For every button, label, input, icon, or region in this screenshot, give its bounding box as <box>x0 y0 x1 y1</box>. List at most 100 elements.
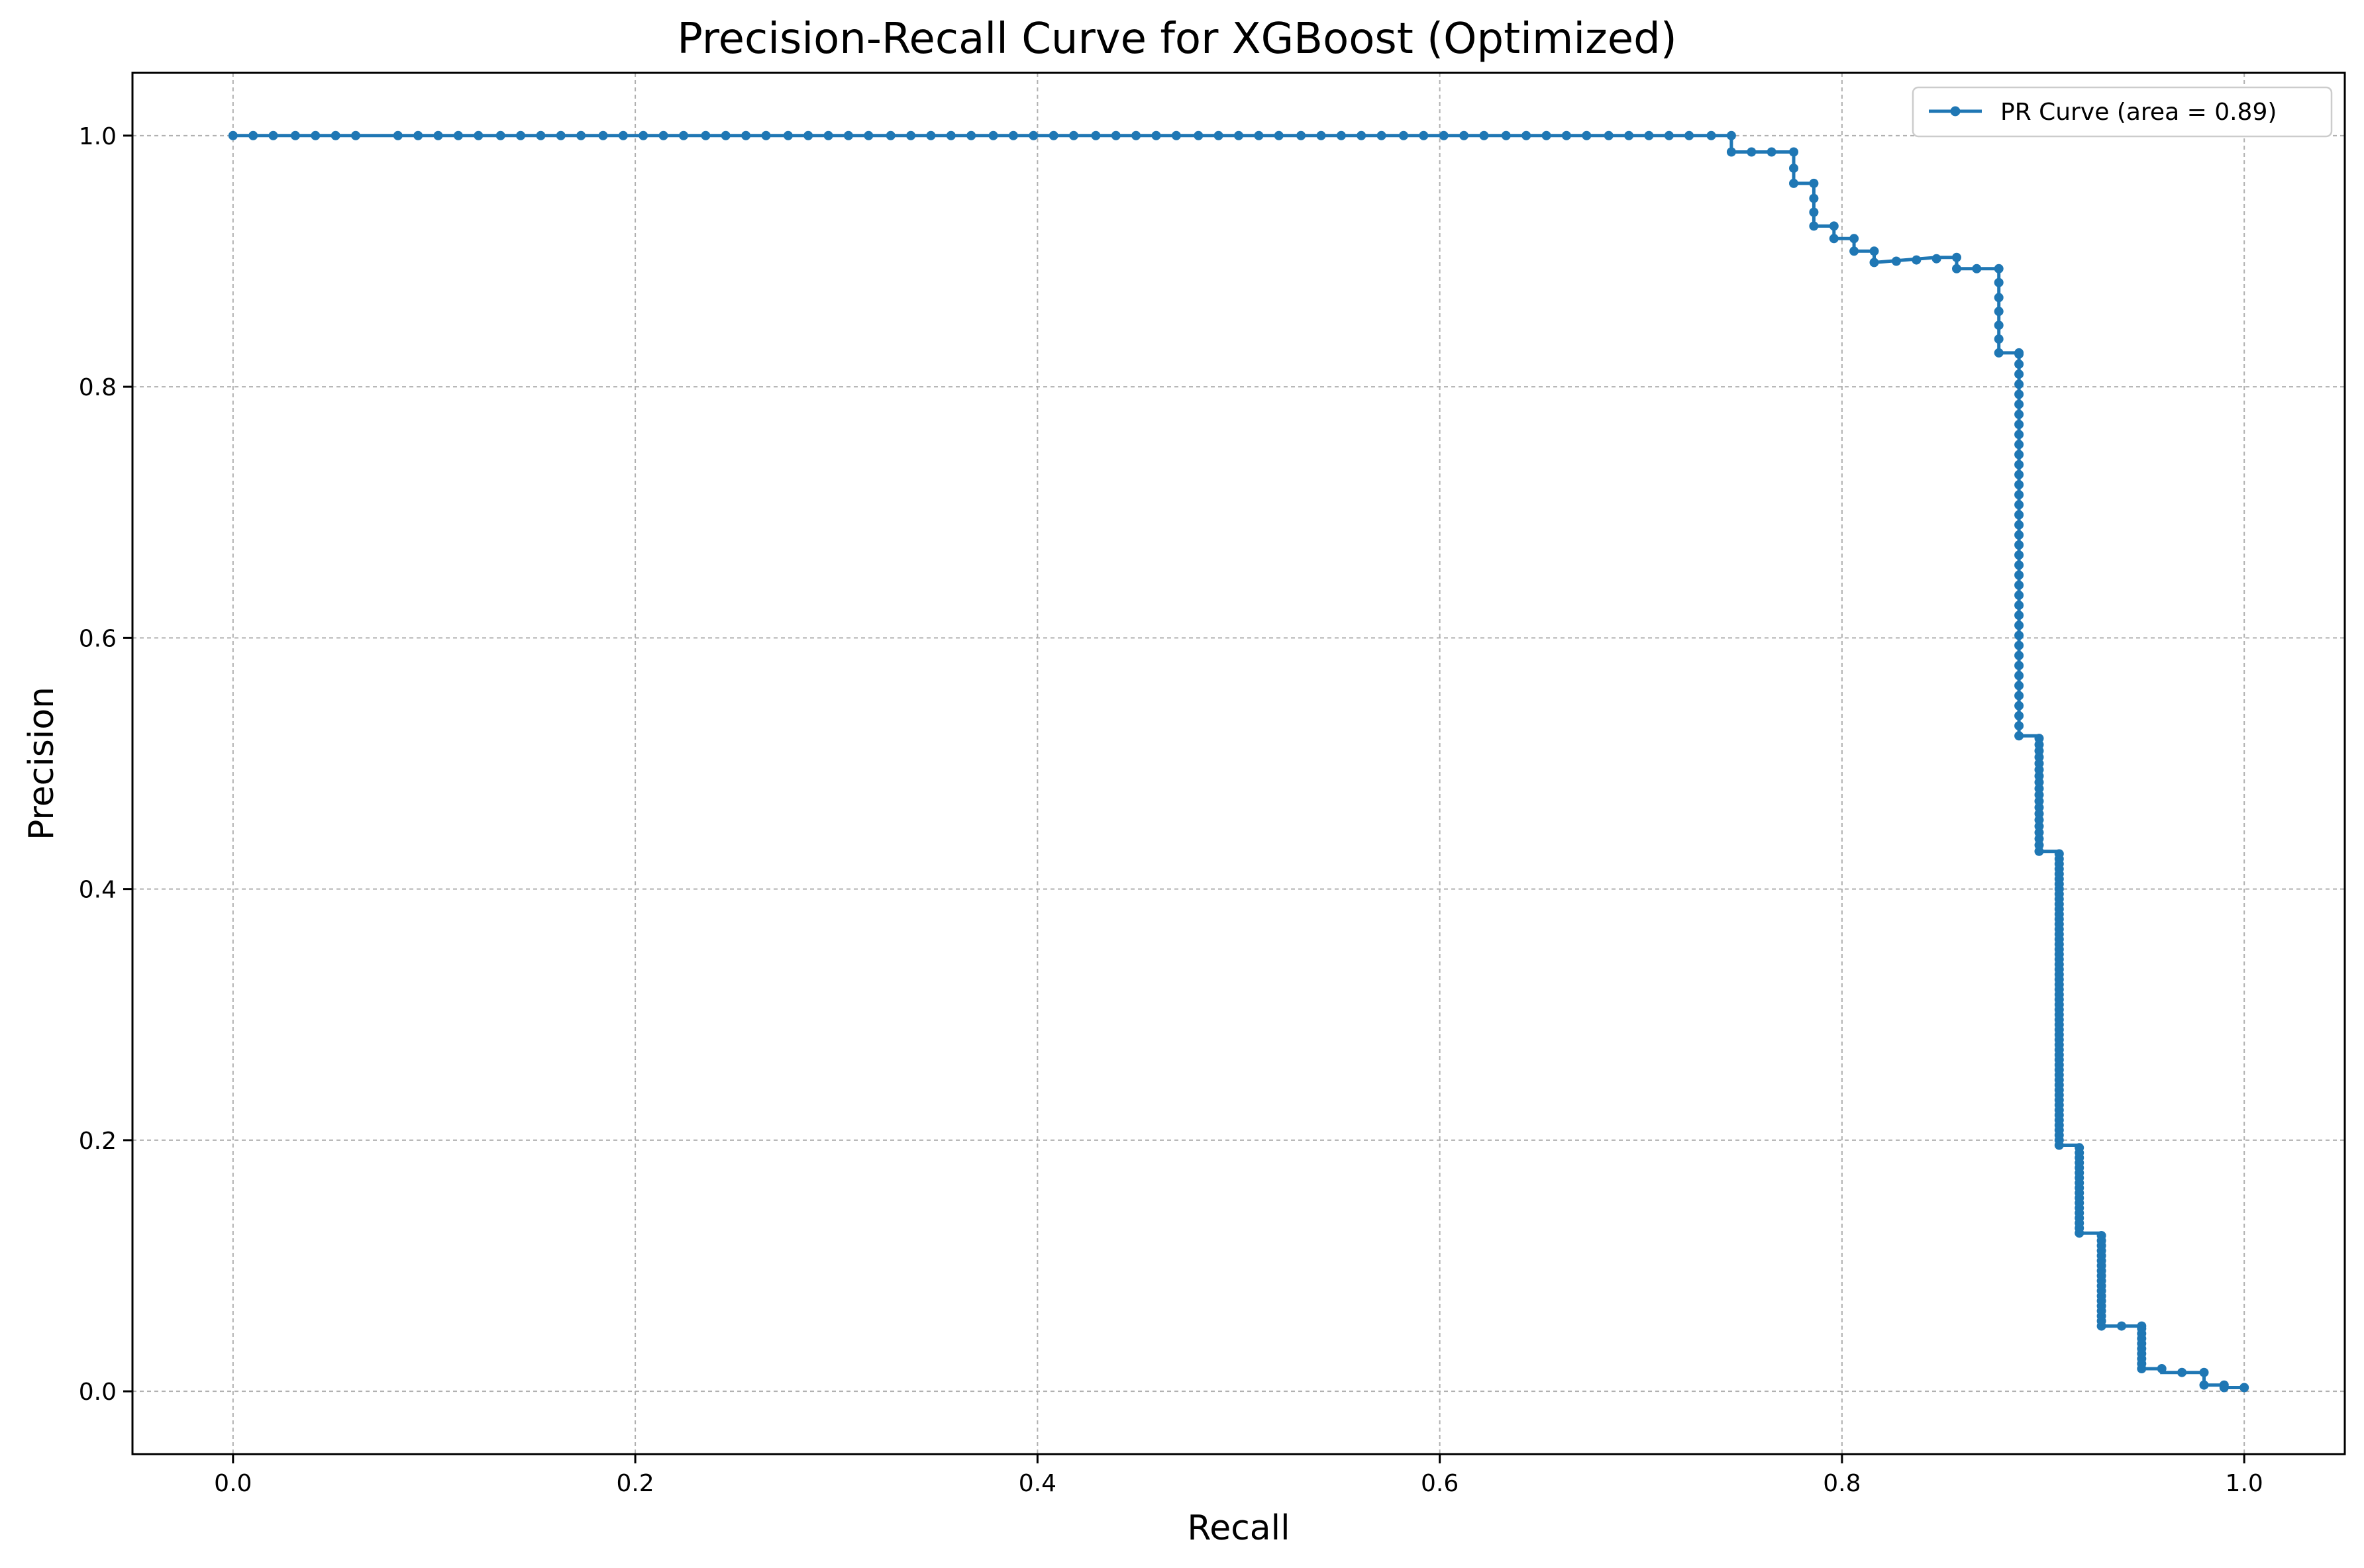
pr-point-83 <box>1829 221 1839 231</box>
pr-point-122 <box>2014 630 2024 640</box>
pr-point-96 <box>1994 277 2004 287</box>
pr-point-68 <box>1644 130 1654 140</box>
pr-point-56 <box>1399 130 1408 140</box>
pr-point-123 <box>2014 620 2024 630</box>
pr-point-114 <box>2014 710 2024 720</box>
pr-point-117 <box>2014 681 2024 691</box>
pr-point-97 <box>1994 293 2004 303</box>
pr-point-35 <box>966 130 976 140</box>
pr-curve-markers <box>228 130 2249 1393</box>
pr-point-265 <box>2096 1231 2106 1240</box>
pr-point-36 <box>988 130 998 140</box>
pr-point-85 <box>1849 234 1859 244</box>
pr-point-82 <box>1809 221 1819 231</box>
pr-point-6 <box>351 130 360 140</box>
pr-point-63 <box>1541 130 1551 140</box>
pr-point-59 <box>1459 130 1469 140</box>
pr-point-133 <box>2014 520 2024 530</box>
pr-point-139 <box>2014 460 2024 469</box>
pr-point-39 <box>1049 130 1058 140</box>
pr-point-94 <box>1972 264 1982 273</box>
pr-point-41 <box>1091 130 1101 140</box>
pr-point-21 <box>679 130 688 140</box>
pr-point-65 <box>1582 130 1592 140</box>
pr-point-69 <box>1664 130 1674 140</box>
pr-point-71 <box>1706 130 1716 140</box>
axis-ticks: 0.0 0.2 0.4 0.6 0.8 1.0 0.0 0.2 0.4 0.6 0.8 1.0 <box>79 123 2263 1497</box>
pr-point-84 <box>1829 234 1839 244</box>
pr-point-45 <box>1171 130 1181 140</box>
pr-point-38 <box>1029 130 1039 140</box>
pr-point-44 <box>1151 130 1161 140</box>
legend-label: PR Curve (area = 0.89) <box>2000 99 2277 126</box>
pr-point-33 <box>926 130 936 140</box>
pr-point-34 <box>946 130 956 140</box>
pr-point-58 <box>1439 130 1449 140</box>
y-tick-label-5: 1.0 <box>79 123 117 150</box>
pr-point-51 <box>1296 130 1306 140</box>
pr-point-142 <box>2014 430 2024 440</box>
pr-point-50 <box>1274 130 1284 140</box>
pr-point-7 <box>393 130 403 140</box>
pr-point-144 <box>2014 409 2024 419</box>
legend: PR Curve (area = 0.89) <box>1912 86 2333 138</box>
pr-point-228 <box>2054 849 2064 859</box>
pr-point-0 <box>228 130 238 140</box>
pr-point-111 <box>2239 1383 2249 1393</box>
pr-point-8 <box>413 130 423 140</box>
pr-point-16 <box>576 130 586 140</box>
pr-point-29 <box>843 130 853 140</box>
pr-point-115 <box>2014 701 2024 710</box>
pr-point-19 <box>639 130 648 140</box>
pr-point-130 <box>2014 550 2024 560</box>
pr-point-37 <box>1008 130 1018 140</box>
pr-point-150 <box>2014 349 2024 359</box>
pr-point-42 <box>1111 130 1121 140</box>
pr-point-43 <box>1131 130 1141 140</box>
pr-point-10 <box>453 130 463 140</box>
pr-point-28 <box>823 130 833 140</box>
pr-point-60 <box>1479 130 1489 140</box>
y-tick-label-0: 0.0 <box>79 1379 117 1406</box>
pr-point-12 <box>495 130 505 140</box>
pr-point-79 <box>1809 178 1819 188</box>
pr-point-9 <box>433 130 443 140</box>
pr-point-54 <box>1357 130 1366 140</box>
pr-point-72 <box>1726 130 1736 140</box>
pr-point-146 <box>2014 389 2024 399</box>
pr-point-147 <box>2014 379 2024 389</box>
pr-point-23 <box>721 130 731 140</box>
pr-point-148 <box>2014 369 2024 379</box>
pr-point-95 <box>1994 264 2004 273</box>
pr-point-75 <box>1767 147 1776 157</box>
pr-point-119 <box>2014 661 2024 671</box>
pr-point-113 <box>2014 721 2024 731</box>
pr-point-107 <box>2199 1367 2209 1377</box>
x-tick-label-3: 0.6 <box>1421 1470 1459 1497</box>
pr-point-274 <box>2137 1324 2147 1334</box>
pr-point-14 <box>536 130 546 140</box>
pr-point-99 <box>1994 320 2004 330</box>
pr-point-76 <box>1789 147 1798 157</box>
pr-point-1 <box>248 130 258 140</box>
pr-point-87 <box>1869 246 1879 256</box>
pr-point-62 <box>1521 130 1531 140</box>
pr-point-31 <box>886 130 896 140</box>
pr-point-116 <box>2014 691 2024 701</box>
pr-point-13 <box>516 130 525 140</box>
pr-point-129 <box>2014 560 2024 570</box>
pr-point-90 <box>1912 255 1922 265</box>
legend-marker-swatch <box>1950 106 1961 117</box>
pr-point-136 <box>2014 490 2024 500</box>
pr-point-149 <box>2014 360 2024 369</box>
pr-point-98 <box>1994 307 2004 317</box>
chart-title: Precision-Recall Curve for XGBoost (Opti… <box>677 15 1676 64</box>
pr-point-20 <box>658 130 668 140</box>
pr-point-25 <box>761 130 771 140</box>
pr-point-67 <box>1624 130 1634 140</box>
pr-point-104 <box>2117 1321 2126 1331</box>
pr-point-89 <box>1891 256 1901 266</box>
x-tick-label-4: 0.8 <box>1823 1470 1861 1497</box>
pr-point-4 <box>311 130 321 140</box>
